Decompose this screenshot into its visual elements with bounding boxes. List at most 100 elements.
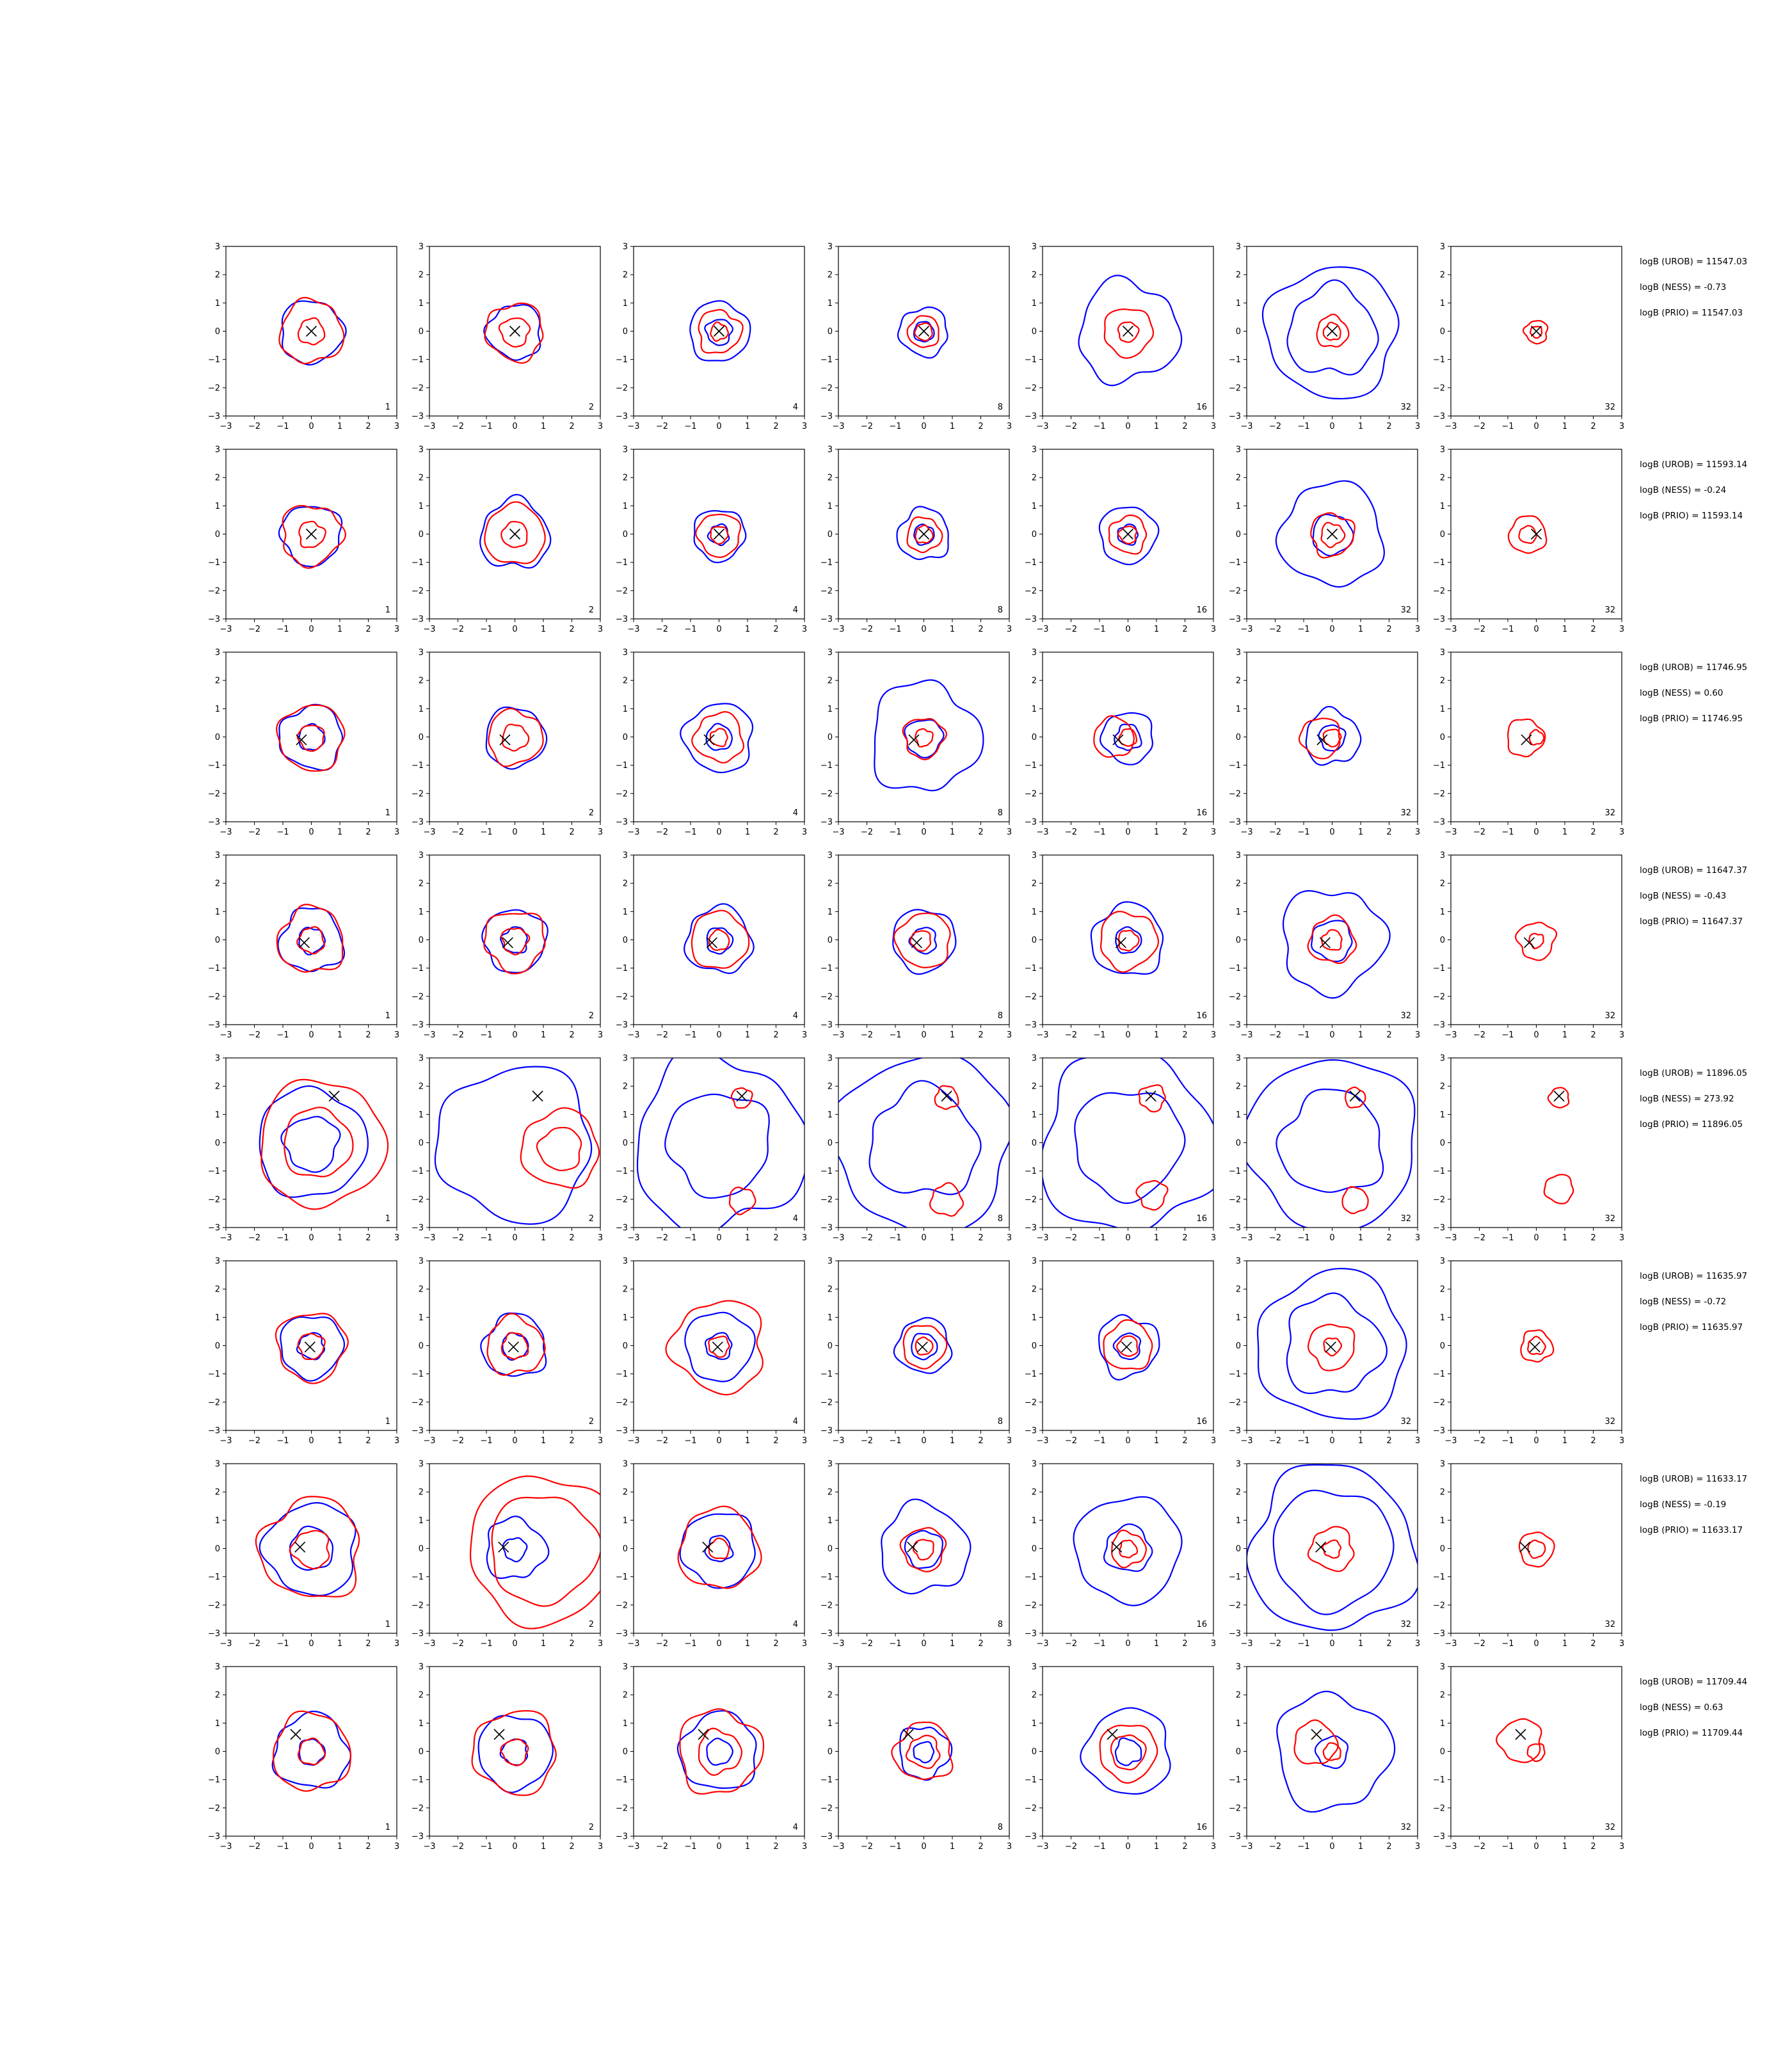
y-tick-label: −1: [412, 1775, 424, 1785]
contour-area: [1043, 1058, 1213, 1228]
y-tick-label: 1: [215, 1110, 220, 1120]
y-tick-label: −1: [1025, 1167, 1037, 1176]
reference-marker: [918, 528, 930, 540]
contour-area: [255, 1496, 360, 1597]
x-tick-label: 0: [308, 1030, 314, 1040]
x-tick-label: 1: [1358, 1233, 1363, 1243]
y-tick-label: −3: [1433, 1629, 1445, 1639]
panel-r7-c1: −3 −2 −1 0 1 2 3 3 2 1 0 −1 −2 −3 1: [208, 1460, 399, 1649]
panel-r6-c4: −3 −2 −1 0 1 2 3 3 2 1 0 −1 −2 −3 8: [820, 1257, 1012, 1446]
x-tick-label: 0: [921, 1436, 926, 1446]
y-tick-label: 3: [828, 851, 833, 861]
x-tick-label: 1: [541, 828, 546, 837]
y-tick-label: −2: [208, 1398, 220, 1407]
stat-line: logB (PRIO) = 11709.44: [1640, 1728, 1743, 1738]
x-tick-label: 0: [1533, 1639, 1539, 1649]
y-tick-label: 1: [1236, 1516, 1241, 1526]
contour-area: [469, 1475, 600, 1629]
x-tick-label: −3: [220, 1842, 232, 1852]
x-tick-label: −1: [1297, 1436, 1309, 1446]
x-tick-label: 3: [1211, 1842, 1216, 1852]
x-tick-label: 2: [1386, 422, 1391, 431]
panel-label: 4: [793, 1417, 798, 1427]
contour-area: [676, 1708, 765, 1795]
y-tick-label: 0: [419, 1747, 424, 1757]
x-tick-label: 3: [1619, 1030, 1624, 1040]
reference-marker: [499, 734, 511, 746]
red-contour: [1518, 525, 1537, 544]
panel-label: 32: [1400, 808, 1411, 818]
x-tick-label: −3: [1444, 625, 1457, 634]
panel-label: 8: [998, 1620, 1003, 1629]
y-tick-label: −1: [208, 1167, 220, 1176]
y-tick-label: 3: [215, 445, 220, 455]
y-tick-label: −3: [1025, 1021, 1037, 1030]
blue-contour: [706, 927, 734, 955]
reference-marker: [508, 1341, 519, 1353]
blue-contour: [704, 319, 733, 346]
x-tick-label: −3: [1444, 1233, 1457, 1243]
red-contour: [1526, 1743, 1546, 1763]
x-tick-label: 3: [1415, 1436, 1420, 1446]
y-tick-label: 2: [828, 1691, 833, 1700]
x-tick-label: −1: [480, 1030, 492, 1040]
blue-contour: [1311, 920, 1353, 963]
y-tick-label: −3: [1025, 412, 1037, 422]
y-tick-label: −1: [208, 355, 220, 365]
y-tick-label: 2: [828, 474, 833, 483]
x-tick-label: −1: [276, 625, 289, 634]
panel-r6-c5: −3 −2 −1 0 1 2 3 3 2 1 0 −1 −2 −3 16: [1025, 1257, 1216, 1446]
x-tick-label: 2: [1590, 1030, 1596, 1040]
x-tick-label: −2: [248, 422, 260, 431]
x-tick-label: 0: [921, 1842, 926, 1852]
x-tick-label: −1: [276, 1436, 289, 1446]
y-tick-label: 0: [419, 936, 424, 945]
x-tick-label: 2: [978, 1233, 983, 1243]
contour-area: [897, 306, 948, 359]
red-contour: [1320, 929, 1343, 951]
blue-contour: [1080, 1707, 1171, 1795]
red-contour: [1518, 1531, 1555, 1568]
y-tick-label: −2: [1025, 383, 1037, 393]
y-tick-label: −2: [616, 1601, 628, 1610]
red-contour: [893, 912, 951, 968]
x-tick-label: −3: [1240, 1233, 1252, 1243]
x-tick-label: 1: [1562, 1030, 1567, 1040]
contour-area: [276, 904, 346, 973]
y-tick-label: −3: [616, 1629, 628, 1639]
x-tick-label: 2: [1386, 625, 1391, 634]
y-tick-label: 0: [623, 1341, 628, 1351]
y-tick-label: 0: [623, 1747, 628, 1757]
x-tick-label: 1: [1358, 1030, 1363, 1040]
y-tick-label: −1: [1025, 1572, 1037, 1582]
x-tick-label: −2: [452, 625, 464, 634]
x-tick-label: 2: [1590, 1233, 1596, 1243]
x-tick-label: −2: [1473, 1639, 1485, 1649]
y-tick-label: 1: [1032, 502, 1037, 511]
panel-r1-c2: −3 −2 −1 0 1 2 3 3 2 1 0 −1 −2 −3 2: [412, 243, 603, 432]
y-tick-label: −1: [1025, 761, 1037, 771]
x-tick-label: 1: [1562, 1233, 1567, 1243]
y-tick-label: 3: [419, 1054, 424, 1064]
x-tick-label: −2: [1065, 422, 1077, 431]
x-tick-label: 0: [512, 1436, 517, 1446]
reference-marker: [1316, 734, 1328, 746]
x-tick-label: −1: [889, 1639, 901, 1649]
x-tick-label: 1: [745, 1030, 750, 1040]
reference-marker: [702, 1541, 714, 1553]
y-tick-label: −3: [820, 412, 833, 422]
y-tick-label: 2: [1440, 676, 1445, 686]
x-tick-label: 2: [1182, 1639, 1187, 1649]
panel-label: 2: [589, 1823, 594, 1832]
red-contour: [296, 926, 325, 955]
y-tick-label: 3: [828, 1460, 833, 1469]
blue-contour: [1282, 890, 1391, 999]
contour-area: [680, 703, 754, 774]
panel-label: 32: [1604, 605, 1615, 615]
y-tick-label: 2: [1236, 879, 1241, 889]
contour-area: [874, 679, 984, 792]
blue-contour: [481, 909, 548, 973]
